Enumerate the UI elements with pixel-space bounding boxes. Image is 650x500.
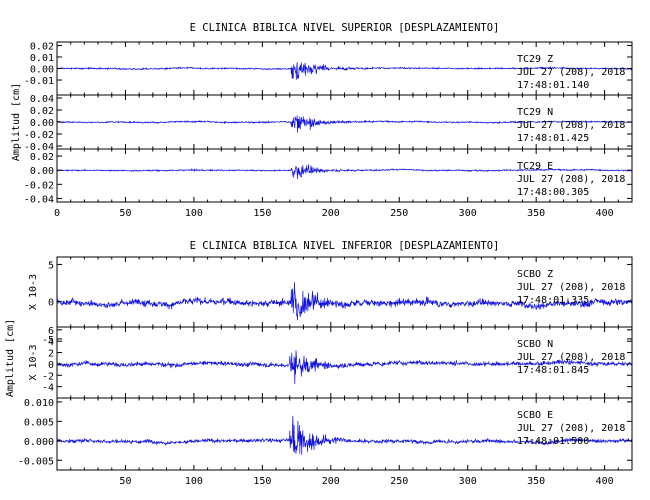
- y-tick-label: 0.005: [24, 417, 54, 428]
- x-tick-label: 50: [119, 476, 131, 487]
- station-label: SCBO E: [517, 410, 553, 421]
- station-label: SCBO N: [517, 339, 553, 350]
- seismogram-trace: [56, 350, 633, 385]
- scale-label: X 10-3: [28, 344, 39, 380]
- y-tick-label: -0.005: [18, 456, 54, 467]
- panel-tc29-e: -0.04 -0.02 0.00 0.02 TC29 E JUL 27 (208), 20…: [24, 148, 633, 205]
- y-tick-label: -0.04: [24, 142, 54, 153]
- station-label: TC29 Z: [517, 54, 553, 65]
- time-label: 17:48:01.845: [517, 365, 589, 376]
- chart-group-2: E CLINICA BIBLICA NIVEL INFERIOR [DESPLA…: [5, 240, 633, 487]
- y-tick-label: 0.010: [24, 398, 54, 409]
- x-tick-label: 100: [185, 208, 203, 219]
- x-tick-label: 200: [322, 476, 340, 487]
- y-tick-label: 0.00: [30, 118, 54, 129]
- x-tick-label: 100: [185, 476, 203, 487]
- scale-label: X 10-3: [28, 274, 39, 310]
- y-tick-label: 0.02: [30, 41, 54, 52]
- y-tick-label: -5: [42, 335, 54, 346]
- chart-title: E CLINICA BIBLICA NIVEL INFERIOR [DESPLA…: [190, 240, 500, 252]
- y-axis-label: Amplitud [cm]: [5, 319, 16, 397]
- x-tick-label: 300: [459, 208, 477, 219]
- y-tick-label: -4: [42, 383, 54, 394]
- time-label: 17:48:01.335: [517, 295, 589, 306]
- time-label: 17:48:01.500: [517, 436, 589, 447]
- date-label: JUL 27 (208), 2018: [517, 282, 625, 293]
- x-tick-label: 250: [390, 208, 408, 219]
- seismogram-trace: [56, 415, 633, 455]
- x-tick-label: 200: [322, 208, 340, 219]
- time-label: 17:48:01.425: [517, 133, 589, 144]
- seismogram-trace: [56, 164, 633, 180]
- station-label: TC29 E: [517, 161, 553, 172]
- seismogram-trace: [56, 115, 633, 133]
- y-tick-label: 0: [48, 298, 54, 309]
- panel-scbo-e: -0.005 0.000 0.005 0.010 SCBO E JUL 27 (208),…: [18, 397, 633, 471]
- y-axis-label: Amplitud [cm]: [11, 83, 22, 161]
- y-tick-label: -0.04: [24, 194, 54, 205]
- x-tick-label: 300: [459, 476, 477, 487]
- seismogram-trace: [56, 62, 633, 80]
- y-tick-label: 0.04: [30, 94, 54, 105]
- y-tick-label: 2: [48, 349, 54, 360]
- x-tick-label: 250: [390, 476, 408, 487]
- y-tick-label: -0.01: [24, 76, 54, 87]
- panel-frame: [56, 397, 633, 471]
- time-label: 17:48:00.305: [517, 187, 589, 198]
- x-tick-label: 0: [54, 208, 60, 219]
- chart-title: E CLINICA BIBLICA NIVEL SUPERIOR [DESPLA…: [190, 22, 500, 34]
- y-tick-label: -0.02: [24, 130, 54, 141]
- panel-tc29-n: -0.04-0.020.000.020.04 TC29 N JUL 27 (208)…: [24, 94, 633, 153]
- y-tick-label: 0: [48, 360, 54, 371]
- station-label: TC29 N: [517, 107, 553, 118]
- y-tick-label: 0.01: [30, 53, 54, 64]
- x-tick-label: 350: [527, 476, 545, 487]
- x-tick-label: 150: [253, 208, 271, 219]
- date-label: JUL 27 (208), 2018: [517, 352, 625, 363]
- panel-scbo-z: -5 0 5 X 10-3 SCBO Z JUL 27 (208), 2018 17:48:…: [28, 256, 633, 346]
- seismogram-trace: [56, 282, 633, 321]
- y-tick-label: 0.000: [24, 437, 54, 448]
- y-tick-label: 4: [48, 337, 54, 348]
- time-label: 17:48:01.140: [517, 80, 589, 91]
- y-tick-label: 0.00: [30, 65, 54, 76]
- y-tick-label: 0.02: [30, 106, 54, 117]
- date-label: JUL 27 (208), 2018: [517, 67, 625, 78]
- date-label: JUL 27 (208), 2018: [517, 120, 625, 131]
- x-tick-label: 400: [596, 476, 614, 487]
- x-tick-label: 150: [253, 476, 271, 487]
- y-tick-label: 0.02: [30, 152, 54, 163]
- chart-group-1: E CLINICA BIBLICA NIVEL SUPERIOR [DESPLA…: [11, 22, 633, 219]
- x-tick-label: 400: [596, 208, 614, 219]
- panel-tc29-z: -0.010.000.010.02 TC29 Z JUL 27 (208), 201…: [24, 41, 633, 96]
- x-tick-label: 50: [119, 208, 131, 219]
- y-tick-label: 0.00: [30, 166, 54, 177]
- y-tick-label: -0.02: [24, 180, 54, 191]
- y-tick-label: 6: [48, 326, 54, 337]
- station-label: SCBO Z: [517, 269, 553, 280]
- y-tick-label: -2: [42, 371, 54, 382]
- x-tick-label: 350: [527, 208, 545, 219]
- date-label: JUL 27 (208), 2018: [517, 423, 625, 434]
- y-tick-label: 5: [48, 260, 54, 271]
- date-label: JUL 27 (208), 2018: [517, 174, 625, 185]
